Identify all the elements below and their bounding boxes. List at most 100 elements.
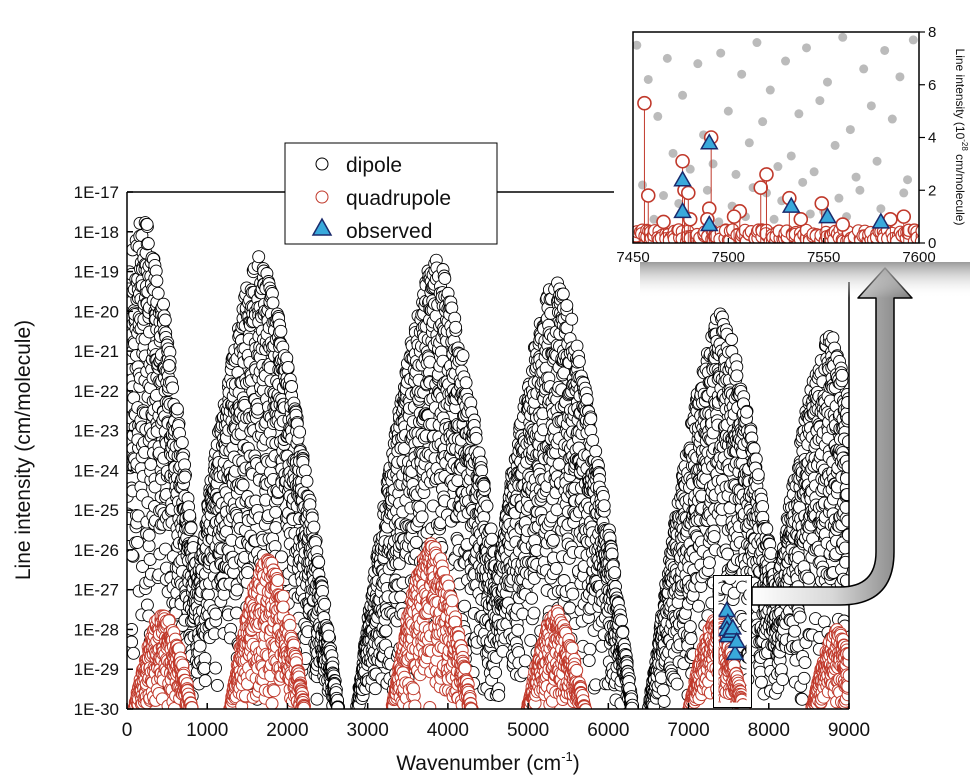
dipole-point xyxy=(764,546,778,560)
dipole-point xyxy=(183,509,197,523)
dipole-point xyxy=(298,464,312,478)
dipole-point xyxy=(656,683,670,697)
dipole-point xyxy=(754,675,768,689)
dipole-point xyxy=(252,250,266,264)
dipole-point xyxy=(707,530,721,544)
dipole-point xyxy=(511,623,525,637)
dipole-point xyxy=(269,505,283,519)
dipole-point xyxy=(266,296,280,310)
dipole-point xyxy=(140,217,154,231)
dipole-point xyxy=(589,444,603,458)
dipole-point xyxy=(127,548,139,562)
dipole-point xyxy=(379,624,393,638)
dipole-point xyxy=(527,606,541,620)
dipole-point xyxy=(210,678,224,692)
dipole-point xyxy=(293,425,307,439)
dipole-point xyxy=(760,522,774,536)
dipole-point xyxy=(409,535,423,549)
dipole-point xyxy=(546,533,560,547)
dipole-point xyxy=(670,677,684,691)
dipole-point xyxy=(251,402,265,416)
dipole-point xyxy=(236,478,250,492)
dipole-point xyxy=(269,521,283,535)
dipole-point xyxy=(702,556,716,570)
dipole-point xyxy=(459,376,473,390)
dipole-point xyxy=(477,479,491,493)
dipole-point xyxy=(549,561,563,575)
dipole-point xyxy=(756,500,770,514)
dipole-point xyxy=(310,692,324,706)
dipole-point xyxy=(274,324,288,338)
dipole-point xyxy=(456,349,470,363)
dipole-point xyxy=(394,590,408,604)
dipole-point xyxy=(158,313,172,327)
dipole-point xyxy=(415,510,429,524)
dipole-point xyxy=(615,614,628,628)
dipole-point xyxy=(608,566,622,580)
dipole-point xyxy=(489,666,503,680)
dipole-point xyxy=(751,468,765,482)
dipole-point xyxy=(318,597,332,611)
dipole-point xyxy=(300,474,314,488)
dipole-point xyxy=(692,599,705,613)
dipole-point xyxy=(563,601,577,615)
dipole-point xyxy=(776,673,790,687)
dipole-point xyxy=(556,287,570,301)
dipole-point xyxy=(166,381,180,395)
dipole-point xyxy=(684,632,698,646)
dipole-point xyxy=(449,320,463,334)
dipole-point xyxy=(157,297,170,311)
dipole-point xyxy=(141,237,155,250)
dipole-point xyxy=(683,620,697,634)
dipole-point xyxy=(198,661,211,675)
dipole-point xyxy=(178,470,192,484)
dipole-point xyxy=(480,499,494,513)
dipole-point xyxy=(241,566,255,580)
dipole-point xyxy=(151,286,165,300)
dipole-point xyxy=(150,274,164,288)
dipole-point xyxy=(583,642,597,656)
dipole-point xyxy=(209,661,222,675)
dipole-point xyxy=(281,360,295,374)
dipole-point xyxy=(438,272,452,285)
dipole-point xyxy=(565,312,579,326)
dipole-point xyxy=(331,701,345,709)
dipole-point xyxy=(209,607,223,621)
dipole-point xyxy=(170,402,184,416)
main-plot-area xyxy=(127,216,849,709)
dipole-point xyxy=(475,464,489,478)
dipole-point xyxy=(184,521,198,535)
dipole-point xyxy=(127,646,140,660)
dipole-point xyxy=(312,555,326,569)
dipole-point xyxy=(616,625,630,639)
dipole-point xyxy=(469,431,483,445)
dipole-point xyxy=(657,695,671,708)
dipole-point xyxy=(597,499,611,513)
dipole-point xyxy=(730,369,744,383)
dipole-point xyxy=(198,674,212,688)
dipole-point xyxy=(492,689,506,702)
dipole-point xyxy=(322,629,336,643)
dipole-point xyxy=(725,333,739,346)
dipole-point xyxy=(525,591,539,605)
dipole-point xyxy=(625,701,639,709)
dipole-point xyxy=(584,412,598,426)
dipole-point xyxy=(566,587,580,601)
dipole-point xyxy=(586,433,600,447)
dipole-point xyxy=(140,598,154,612)
dipole-point xyxy=(740,405,754,419)
dipole-point xyxy=(572,355,586,369)
main-chart: 0 1000 2000 3000 4000 5000 6000 7000 8000 9000 1E… xyxy=(12,183,870,775)
dipole-point xyxy=(143,553,157,566)
dipole-point xyxy=(142,528,156,542)
dipole-point xyxy=(193,639,207,653)
dipole-point xyxy=(131,535,144,549)
dipole-point xyxy=(175,436,189,450)
dipole-point xyxy=(582,654,596,668)
dipole-point xyxy=(158,542,172,556)
dipole-point xyxy=(285,380,299,393)
dipole-point xyxy=(560,299,574,313)
dipole-point xyxy=(230,583,244,597)
dipole-point xyxy=(580,393,594,406)
